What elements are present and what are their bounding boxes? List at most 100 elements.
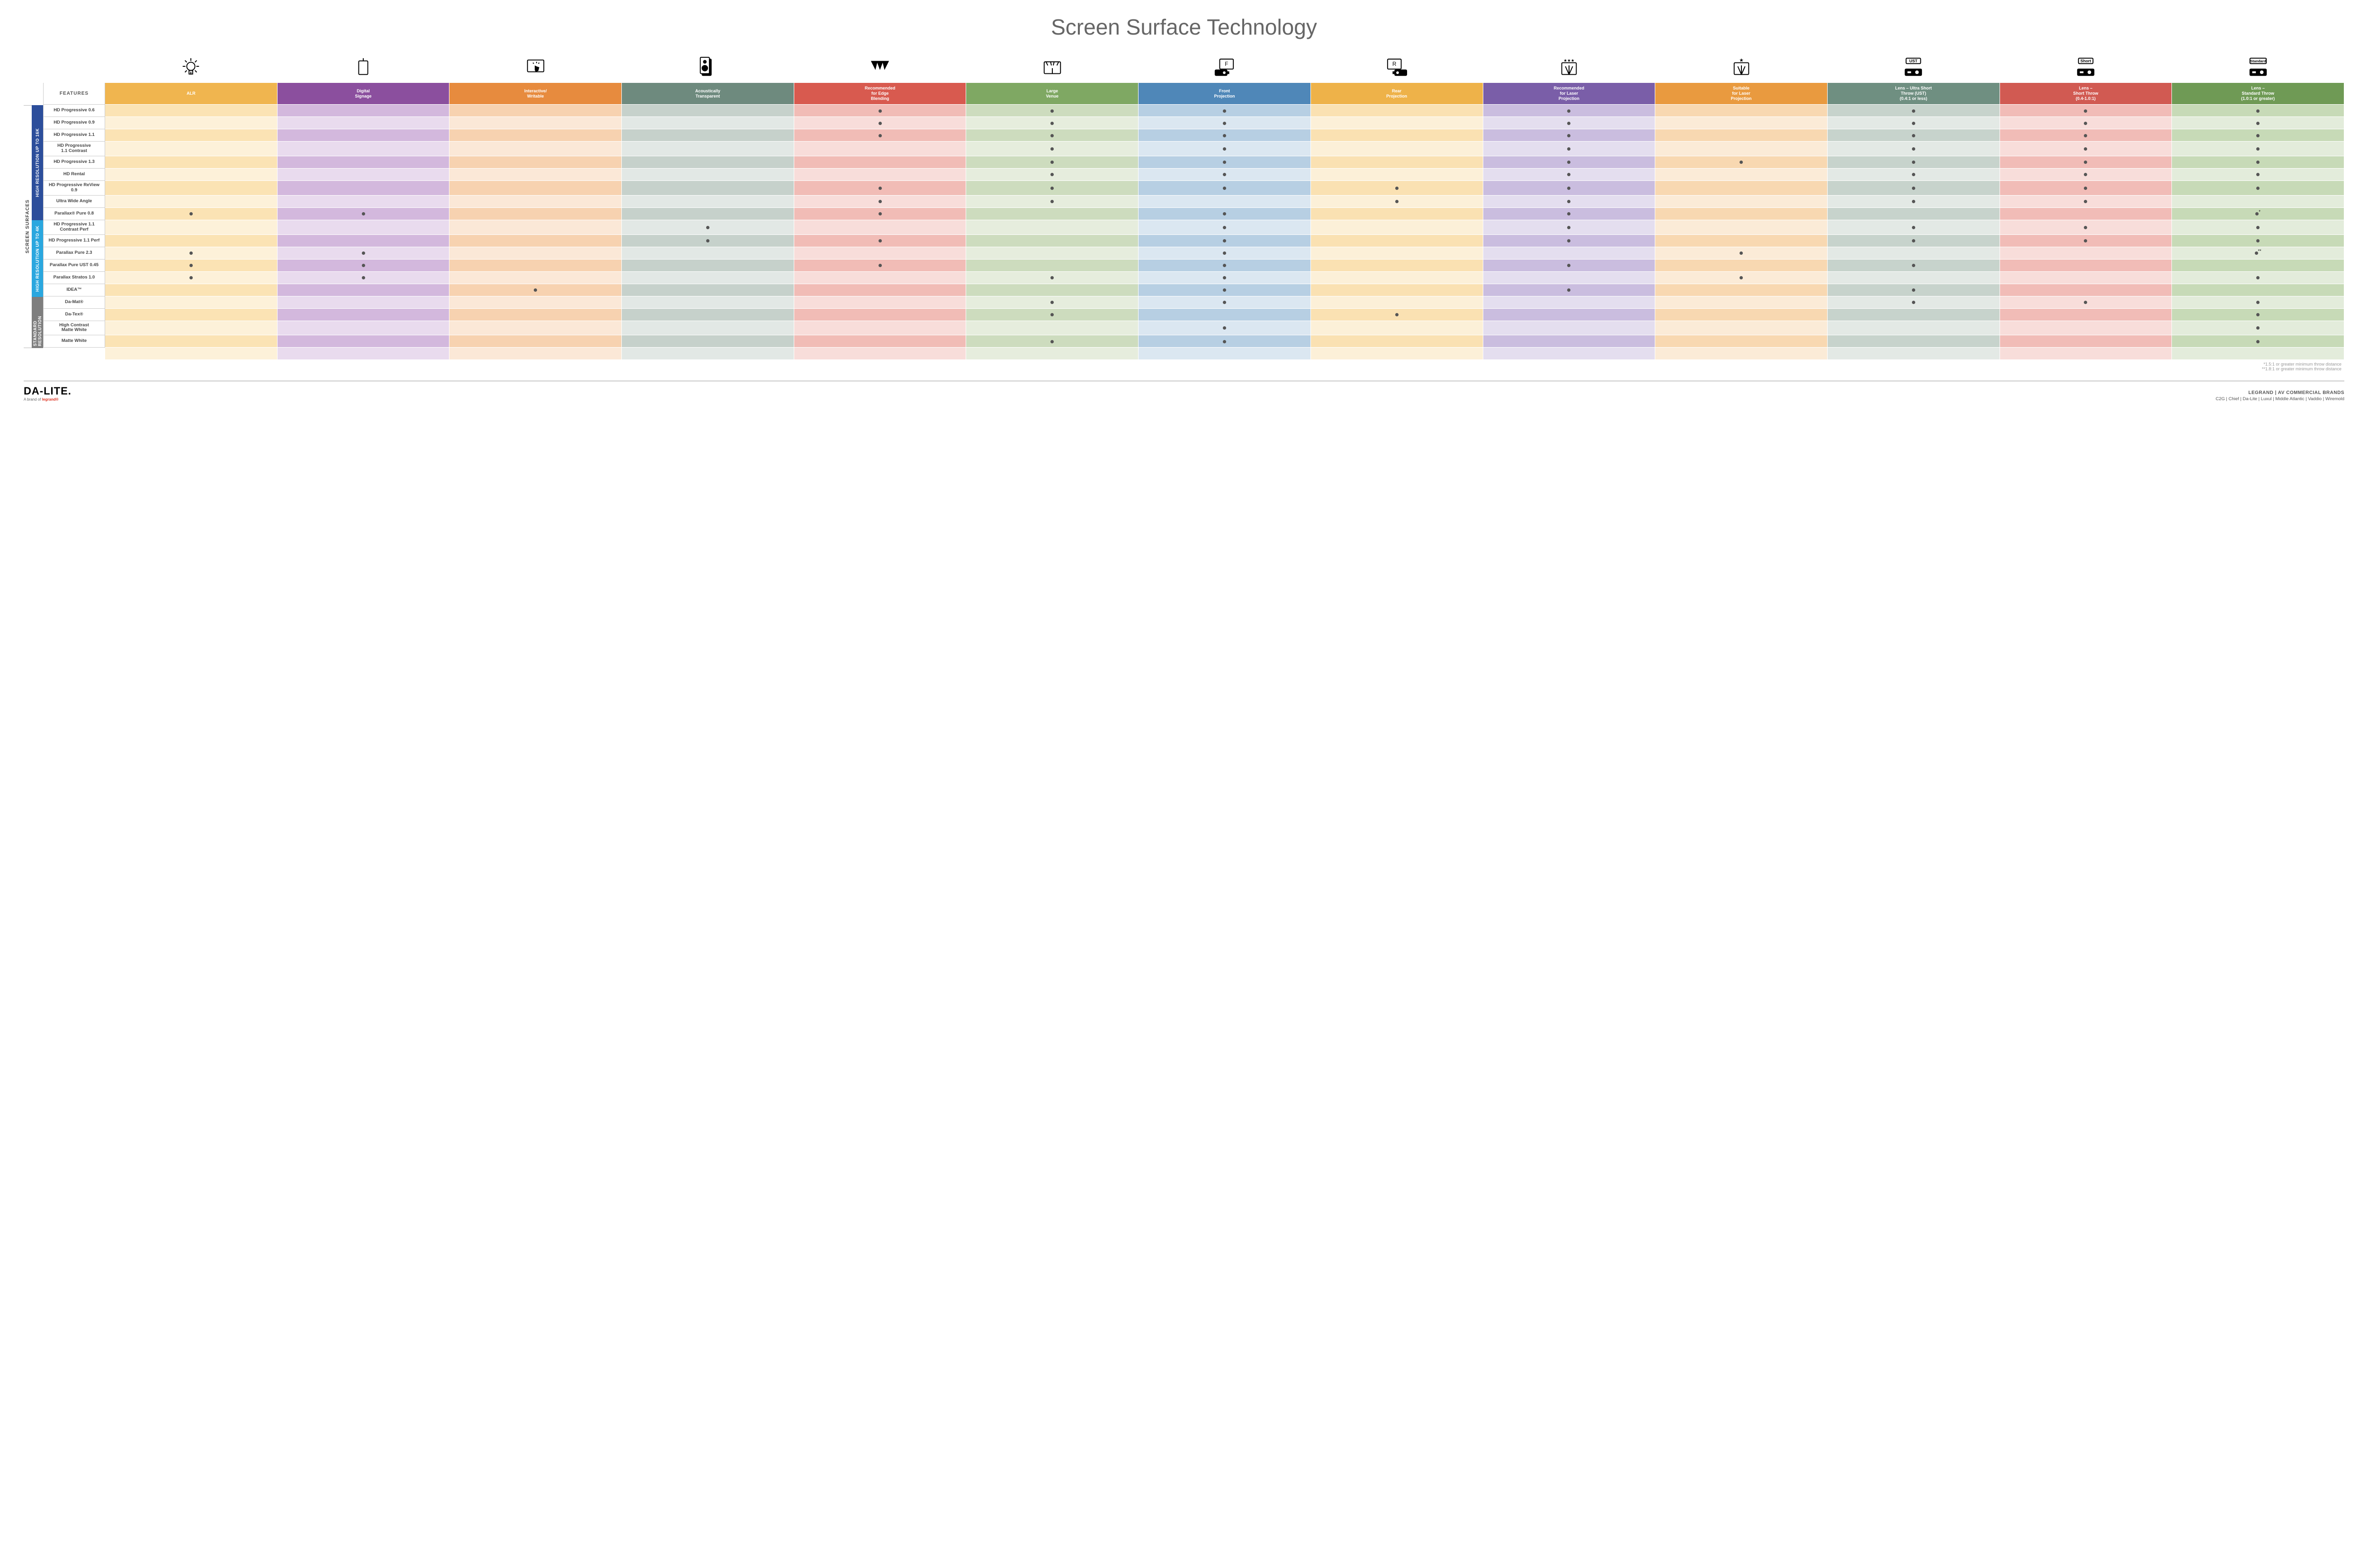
row-label: HD Progressive ReView 0.9 xyxy=(44,180,105,195)
cell-std xyxy=(2172,308,2344,321)
cell-signage xyxy=(277,259,449,271)
cell-alr xyxy=(105,168,278,180)
cell-std xyxy=(2172,234,2344,247)
cell-alr xyxy=(105,195,278,207)
cell-ust xyxy=(1827,284,2000,296)
cell-reclaser xyxy=(1483,284,1655,296)
cell-std: * xyxy=(2172,207,2344,220)
cell-ust xyxy=(1827,195,2000,207)
col-header-std: Lens –Standard Throw(1.0:1 or greater) xyxy=(2172,83,2344,105)
cell-alr xyxy=(105,180,278,195)
cell-front xyxy=(1139,220,1311,234)
cell-alr xyxy=(105,284,278,296)
cell-ust xyxy=(1827,271,2000,284)
cell-reclaser xyxy=(1483,321,1655,335)
cell-rear xyxy=(1310,168,1483,180)
cell-venue xyxy=(966,168,1139,180)
row-label: HD Progressive 0.6 xyxy=(44,105,105,117)
cell-interactive xyxy=(449,259,622,271)
cell-interactive xyxy=(449,321,622,335)
cell-ust xyxy=(1827,117,2000,129)
cell-signage xyxy=(277,271,449,284)
cell-std xyxy=(2172,105,2344,117)
row-label: Ultra Wide Angle xyxy=(44,195,105,207)
cell-suitlaser xyxy=(1655,195,1828,207)
cell-acoustic xyxy=(622,234,794,247)
cell-acoustic xyxy=(622,117,794,129)
signage-icon xyxy=(277,54,449,83)
cell-alr xyxy=(105,308,278,321)
cell-rear xyxy=(1310,105,1483,117)
col-header-short: Lens –Short Throw(0.4-1.0:1) xyxy=(2000,83,2172,105)
cell-signage xyxy=(277,335,449,348)
cell-reclaser xyxy=(1483,207,1655,220)
cell-acoustic xyxy=(622,180,794,195)
cell-acoustic xyxy=(622,156,794,168)
cell-std xyxy=(2172,117,2344,129)
cell-venue xyxy=(966,259,1139,271)
cell-rear xyxy=(1310,296,1483,308)
comparison-table: FR★★★★USTShortStandardFEATURESALRDigital… xyxy=(43,54,2344,360)
rear-icon: R xyxy=(1310,54,1483,83)
col-header-edge: Recommendedfor EdgeBlending xyxy=(794,83,966,105)
cell-acoustic xyxy=(622,168,794,180)
cell-front xyxy=(1139,335,1311,348)
cell-front xyxy=(1139,156,1311,168)
cell-venue xyxy=(966,220,1139,234)
cell-alr xyxy=(105,129,278,142)
col-header-reclaser: Recommendedfor LaserProjection xyxy=(1483,83,1655,105)
cell-venue xyxy=(966,308,1139,321)
cell-short xyxy=(2000,234,2172,247)
cell-rear xyxy=(1310,142,1483,156)
cell-interactive xyxy=(449,247,622,259)
cell-interactive xyxy=(449,308,622,321)
row-label: Parallax Pure 2.3 xyxy=(44,247,105,259)
ust-icon: UST xyxy=(1827,54,2000,83)
row-label: Da-Tex® xyxy=(44,308,105,321)
cell-alr xyxy=(105,234,278,247)
cell-std: ** xyxy=(2172,247,2344,259)
cell-signage xyxy=(277,321,449,335)
cell-std xyxy=(2172,195,2344,207)
cell-suitlaser xyxy=(1655,168,1828,180)
cell-reclaser xyxy=(1483,247,1655,259)
svg-text:★★★: ★★★ xyxy=(1563,58,1574,63)
cell-reclaser xyxy=(1483,117,1655,129)
cell-std xyxy=(2172,271,2344,284)
cell-ust xyxy=(1827,247,2000,259)
brands-list: LEGRAND | AV COMMERCIAL BRANDS C2G | Chi… xyxy=(2216,390,2344,402)
cell-front xyxy=(1139,105,1311,117)
cell-rear xyxy=(1310,207,1483,220)
cell-signage xyxy=(277,129,449,142)
cell-std xyxy=(2172,321,2344,335)
cell-std xyxy=(2172,142,2344,156)
cell-suitlaser xyxy=(1655,180,1828,195)
cell-venue xyxy=(966,142,1139,156)
cell-rear xyxy=(1310,308,1483,321)
svg-text:Short: Short xyxy=(2081,58,2091,63)
short-icon: Short xyxy=(2000,54,2172,83)
cell-ust xyxy=(1827,321,2000,335)
cell-short xyxy=(2000,105,2172,117)
cell-short xyxy=(2000,321,2172,335)
cell-rear xyxy=(1310,180,1483,195)
cell-suitlaser xyxy=(1655,271,1828,284)
svg-text:R: R xyxy=(1392,62,1396,67)
cell-signage xyxy=(277,234,449,247)
cell-venue xyxy=(966,321,1139,335)
cell-std xyxy=(2172,129,2344,142)
row-label: HD Progressive 1.1 xyxy=(44,129,105,142)
cell-rear xyxy=(1310,247,1483,259)
cell-acoustic xyxy=(622,220,794,234)
page-footer: DA-LITE. A brand of legrand® LEGRAND | A… xyxy=(24,381,2344,402)
cell-acoustic xyxy=(622,296,794,308)
col-header-ust: Lens – Ultra ShortThrow (UST)(0.4:1 or l… xyxy=(1827,83,2000,105)
cell-std xyxy=(2172,180,2344,195)
col-header-interactive: Interactive/Writable xyxy=(449,83,622,105)
cell-suitlaser xyxy=(1655,234,1828,247)
side-outer-label: SCREEN SURFACES xyxy=(24,105,32,348)
cell-short xyxy=(2000,271,2172,284)
cell-front xyxy=(1139,271,1311,284)
cell-rear xyxy=(1310,335,1483,348)
cell-alr xyxy=(105,247,278,259)
